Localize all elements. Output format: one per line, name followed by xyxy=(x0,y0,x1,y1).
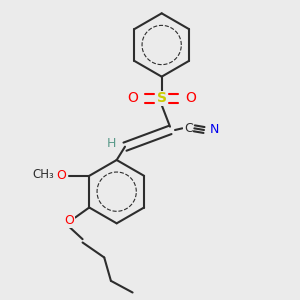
Text: O: O xyxy=(64,214,74,227)
Text: CH₃: CH₃ xyxy=(33,168,55,181)
Text: S: S xyxy=(157,91,167,105)
Text: O: O xyxy=(127,91,138,105)
Text: C: C xyxy=(184,122,193,135)
Text: O: O xyxy=(185,91,196,105)
Text: H: H xyxy=(107,137,116,150)
Text: O: O xyxy=(56,169,66,182)
Text: N: N xyxy=(209,124,219,136)
